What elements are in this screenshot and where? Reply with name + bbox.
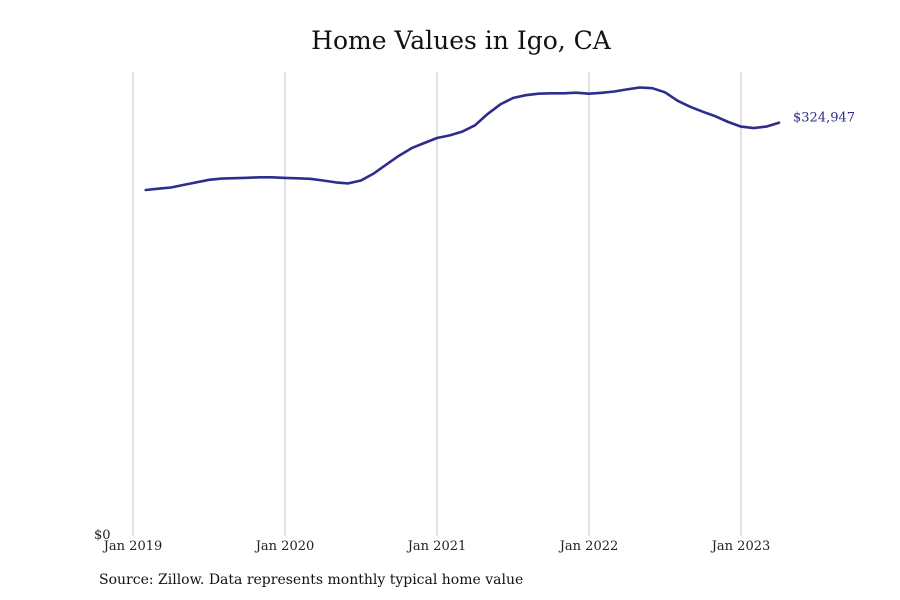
chart-title: Home Values in Igo, CA [311, 26, 611, 55]
end-value-label: $324,947 [793, 111, 855, 126]
gridlines [132, 72, 742, 536]
x-tick-label: Jan 2023 [710, 539, 771, 554]
series-line-0 [144, 86, 781, 192]
x-tick-label: Jan 2020 [254, 539, 315, 554]
x-tick-label: Jan 2021 [406, 539, 467, 554]
axis-labels: Jan 2019 Jan 2020 Jan 2021 Jan 2022 Jan 2023… [94, 111, 855, 554]
source-note: Source: Zillow. Data represents monthly … [99, 572, 524, 588]
plot-area [144, 86, 781, 192]
x-tick-label: Jan 2022 [558, 539, 619, 554]
y-tick-label: $0 [94, 528, 111, 543]
x-tick-label: Jan 2019 [102, 539, 163, 554]
